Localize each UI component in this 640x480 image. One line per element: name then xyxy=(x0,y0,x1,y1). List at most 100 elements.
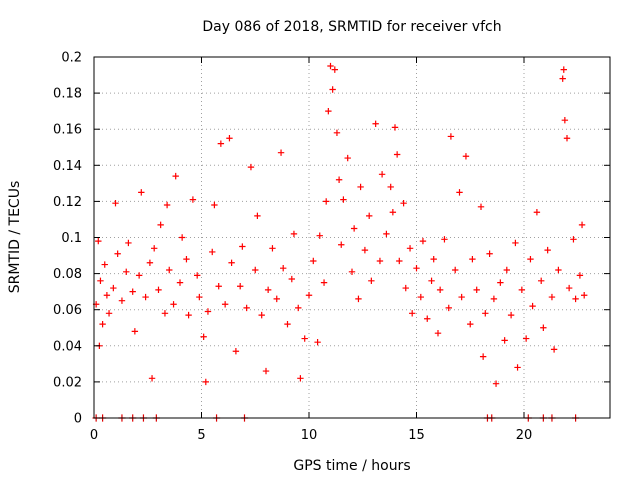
data-point xyxy=(578,221,586,229)
data-point xyxy=(284,320,291,328)
data-point xyxy=(462,153,470,160)
data-point xyxy=(194,272,201,279)
data-point xyxy=(237,283,244,290)
data-point xyxy=(290,230,298,238)
data-point xyxy=(151,245,158,252)
data-points xyxy=(92,62,588,422)
data-point xyxy=(436,286,444,294)
data-point xyxy=(129,288,136,295)
data-point xyxy=(434,329,442,337)
data-point xyxy=(297,375,304,382)
data-point xyxy=(99,320,106,328)
data-point xyxy=(387,183,394,191)
data-point xyxy=(228,259,235,266)
data-point xyxy=(527,255,534,263)
data-point xyxy=(209,248,216,256)
y-tick-label: 0.12 xyxy=(53,195,82,210)
data-point xyxy=(570,236,577,243)
data-point xyxy=(189,196,197,203)
grid-lines xyxy=(94,57,610,418)
data-point xyxy=(123,268,130,275)
y-axis-title: SRMTID / TECUs xyxy=(7,181,23,294)
data-point xyxy=(163,201,171,209)
data-point xyxy=(323,198,330,205)
data-point xyxy=(512,239,519,247)
data-point xyxy=(148,375,156,382)
data-point xyxy=(409,310,416,317)
data-point xyxy=(563,135,571,142)
data-point xyxy=(441,236,448,243)
data-point xyxy=(305,292,313,299)
data-point xyxy=(178,234,186,241)
data-point xyxy=(507,311,515,319)
data-point xyxy=(170,301,177,308)
data-point xyxy=(469,255,476,263)
data-point xyxy=(533,209,541,216)
data-point xyxy=(172,172,179,180)
data-point xyxy=(473,286,480,294)
data-point xyxy=(389,209,397,216)
data-point xyxy=(161,310,169,317)
data-point xyxy=(538,277,545,285)
data-point xyxy=(166,266,173,274)
data-point xyxy=(550,346,558,353)
data-point xyxy=(477,203,485,211)
data-point xyxy=(185,311,192,319)
data-point xyxy=(383,230,390,238)
data-point xyxy=(378,171,386,178)
data-point xyxy=(247,163,255,171)
data-point xyxy=(572,295,579,303)
data-point xyxy=(413,264,420,272)
data-point xyxy=(344,154,351,162)
y-tick-label: 0.02 xyxy=(53,375,82,390)
data-point xyxy=(97,277,104,285)
data-point xyxy=(316,232,323,239)
data-point xyxy=(565,284,573,292)
data-point xyxy=(264,286,272,294)
data-point xyxy=(138,189,145,196)
data-point xyxy=(559,75,566,82)
data-point xyxy=(95,237,102,245)
data-point xyxy=(146,259,154,266)
data-point xyxy=(391,124,399,131)
data-point xyxy=(355,295,362,303)
data-point xyxy=(497,279,504,286)
data-point xyxy=(501,337,508,344)
data-point xyxy=(327,62,334,70)
y-tick-label: 0.04 xyxy=(53,339,82,354)
data-point xyxy=(331,66,338,73)
data-point xyxy=(529,302,536,310)
y-tick-label: 0.18 xyxy=(53,87,82,102)
data-point xyxy=(555,266,562,274)
data-point xyxy=(301,335,308,342)
data-point xyxy=(157,221,164,229)
data-point xyxy=(202,378,209,386)
data-point xyxy=(142,293,149,301)
data-point xyxy=(101,261,108,268)
data-point xyxy=(400,200,407,207)
data-point xyxy=(561,116,569,124)
data-point xyxy=(273,295,280,303)
plot-border xyxy=(93,56,611,419)
data-point xyxy=(135,272,143,279)
data-point xyxy=(452,266,459,274)
data-point xyxy=(396,257,403,265)
data-point xyxy=(125,239,132,247)
data-point xyxy=(540,324,547,331)
data-point xyxy=(262,367,270,375)
data-point xyxy=(114,250,121,257)
x-tick-label: 10 xyxy=(301,428,318,443)
data-point xyxy=(357,183,364,191)
data-point xyxy=(445,304,452,312)
data-point xyxy=(393,151,401,158)
data-point xyxy=(103,292,111,299)
data-point xyxy=(280,264,287,272)
data-point xyxy=(372,120,379,127)
data-point xyxy=(419,237,427,245)
y-tick-label: 0.16 xyxy=(53,123,82,138)
data-point xyxy=(110,284,117,292)
data-point xyxy=(348,268,356,275)
data-point xyxy=(518,286,526,294)
